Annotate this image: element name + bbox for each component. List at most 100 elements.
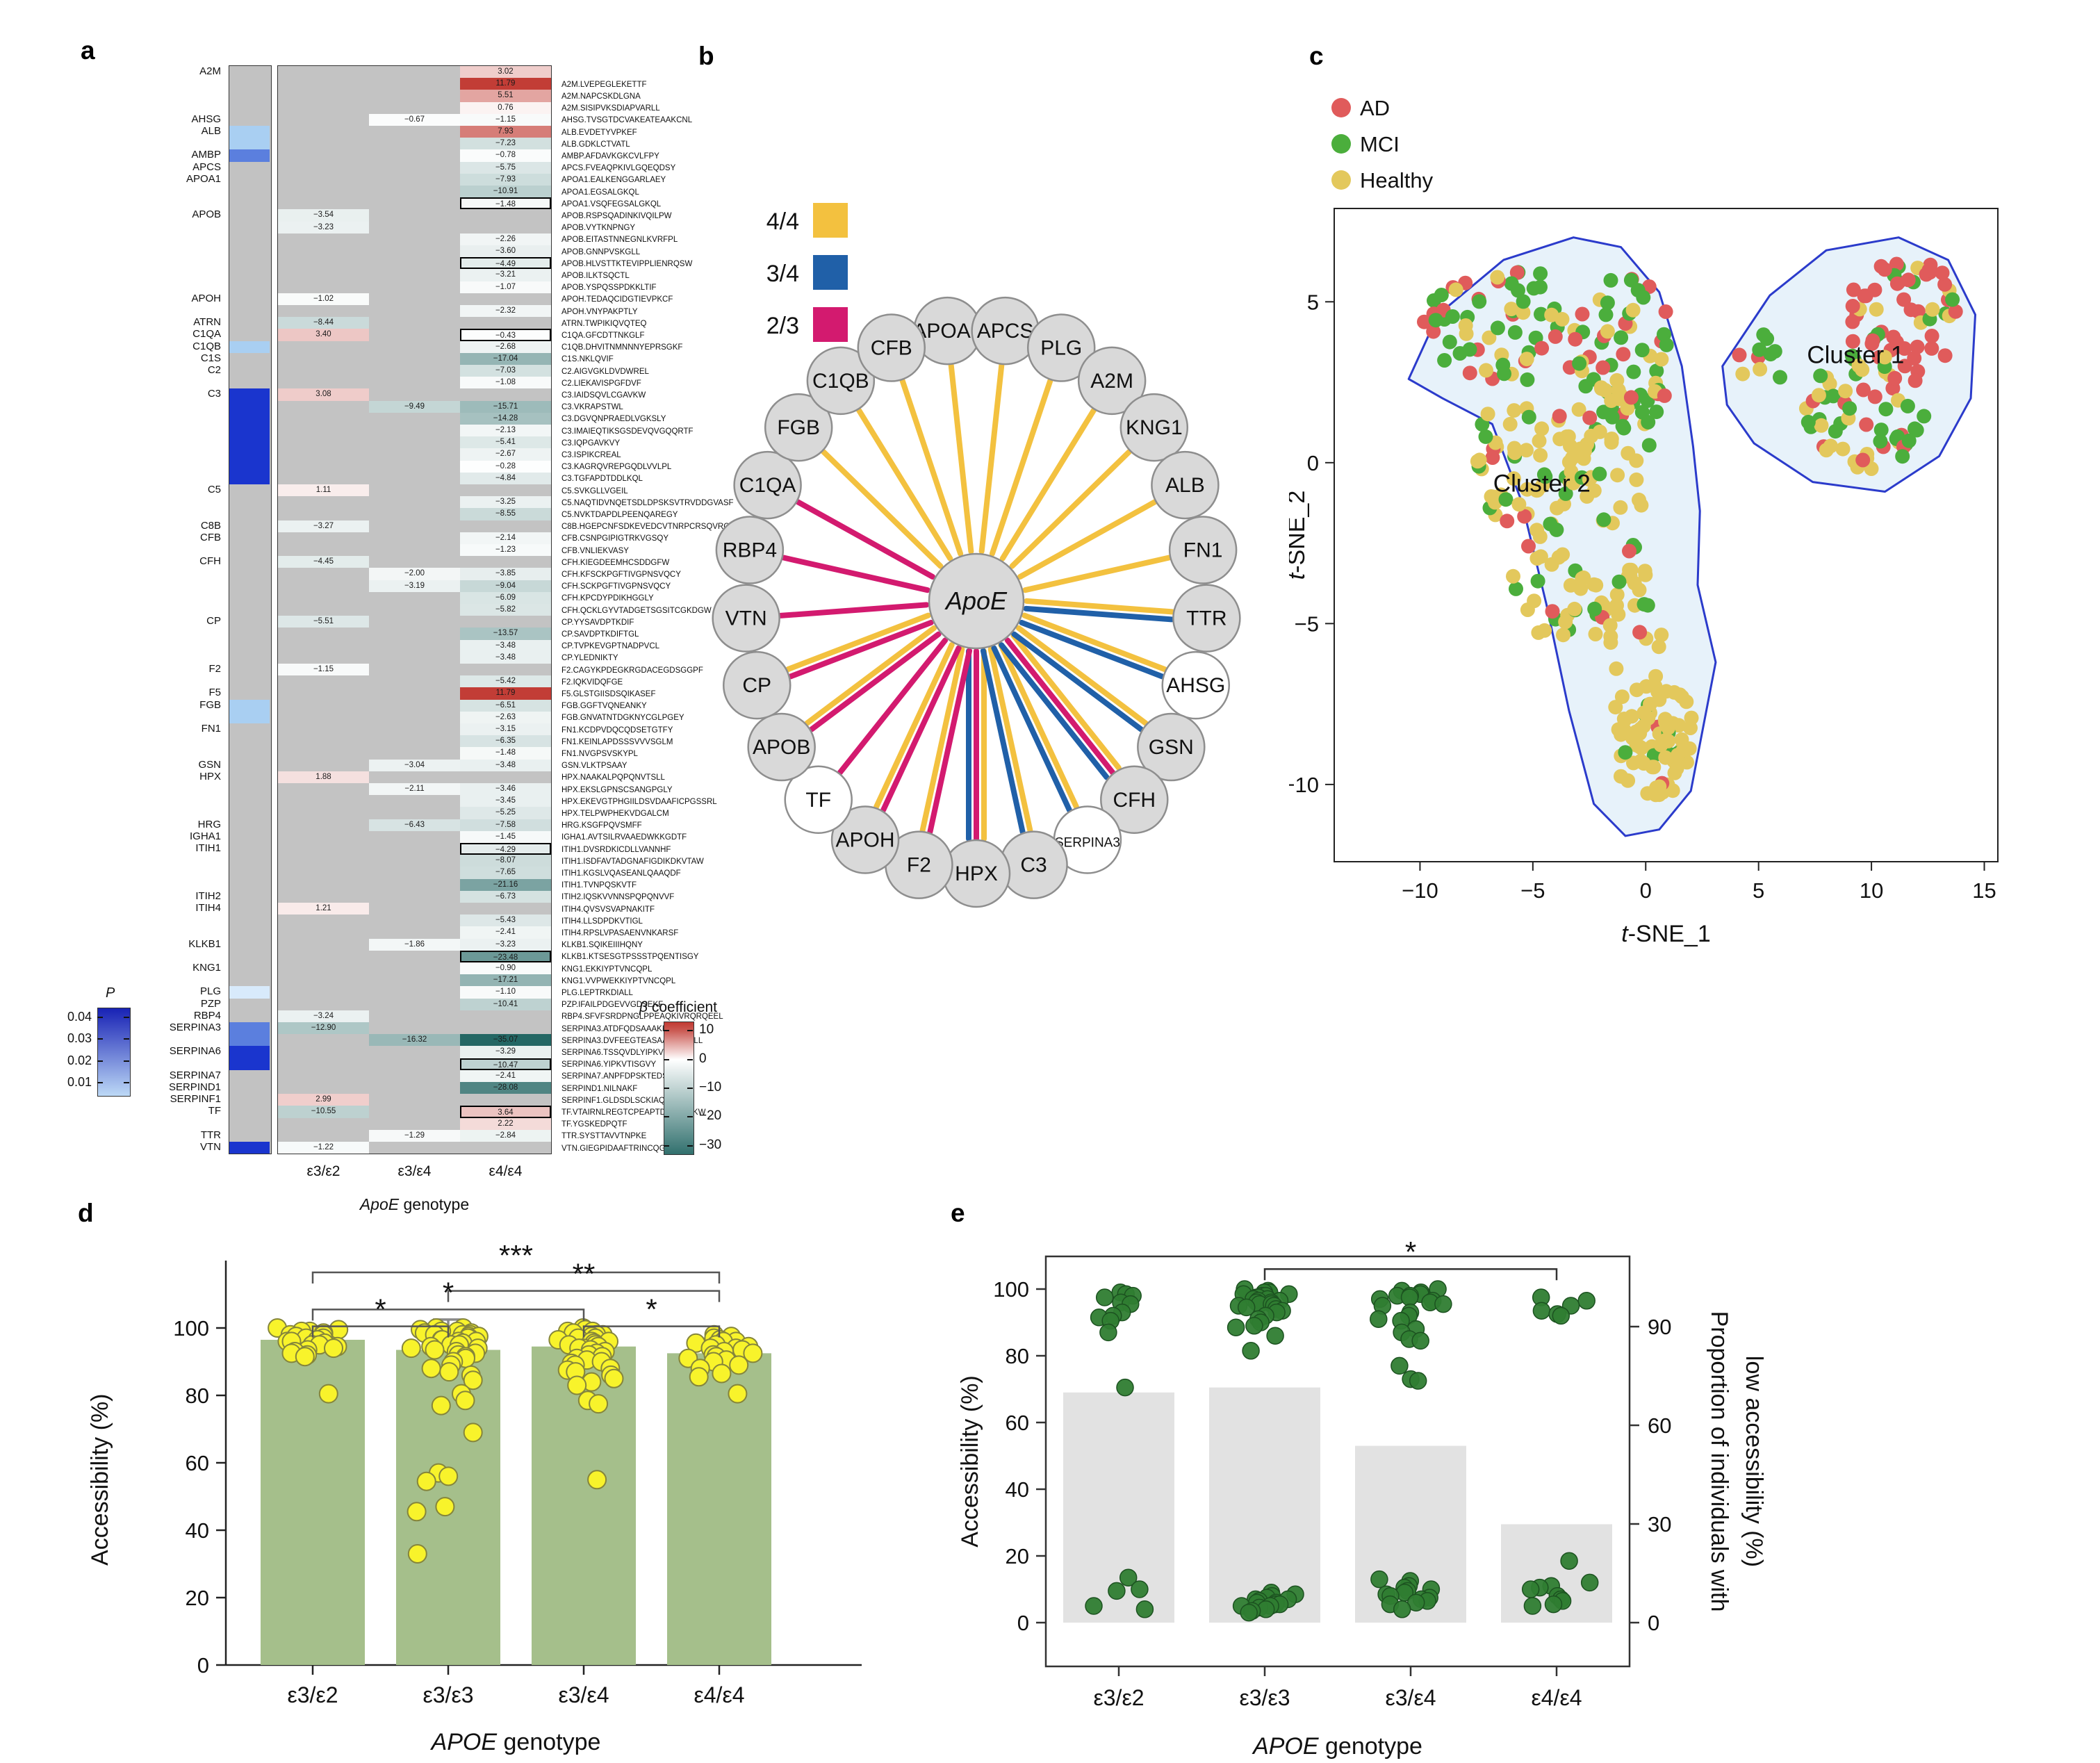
p-tick-mark	[124, 1060, 129, 1062]
scatter-point	[1889, 256, 1904, 272]
legend-swatch-3/4	[813, 255, 848, 290]
peptide-label: APOA1.VSQFEGSALGKQL	[561, 199, 662, 208]
panel-b-letter: b	[698, 42, 714, 70]
center-node-label: ApoE	[944, 587, 1008, 615]
edge-2/3	[927, 648, 973, 835]
scatter-point	[1800, 414, 1816, 429]
data-dot	[1099, 1323, 1117, 1342]
scatter-point	[1517, 509, 1532, 524]
data-dot	[401, 1338, 421, 1359]
beta-tick-mark	[664, 1116, 669, 1118]
significance-bracket	[582, 1325, 721, 1338]
network-node-GSN	[1137, 712, 1206, 782]
scatter-point	[1551, 550, 1566, 565]
peptide-label: KLKB1.SQIKEIIIHQNY	[561, 941, 643, 950]
scatter-point	[1908, 373, 1923, 388]
beta-tick-mark	[687, 1058, 693, 1060]
data-dot	[1434, 1295, 1452, 1313]
edge-4/4	[804, 625, 937, 726]
scatter-point	[1658, 304, 1673, 319]
peptide-label: APOB.ILKTSQCTL	[561, 271, 630, 280]
data-dot	[604, 1368, 624, 1388]
peptide-label: APOH.TEDAQCIDGTIEVPKCF	[561, 295, 673, 304]
scatter-point	[1472, 294, 1487, 309]
beta-cell: −9.04	[460, 580, 551, 592]
scatter-point	[1835, 441, 1851, 457]
beta-cell: 11.79	[460, 78, 551, 90]
data-dot	[1242, 1342, 1260, 1360]
p-tick-mark	[97, 1016, 103, 1018]
p-strip-cell	[229, 1022, 270, 1035]
peptide-label: HPX.EKSLGPNSCSANGPGLY	[561, 785, 673, 794]
beta-cell: 3.64	[460, 1106, 551, 1118]
right-tick-label: 30	[1648, 1512, 1671, 1536]
scatter-point	[1641, 415, 1656, 429]
beta-cell: −9.49	[369, 400, 460, 413]
network-node-C1QA	[733, 450, 802, 520]
beta-tick-mark	[664, 1088, 669, 1089]
scatter-point	[1571, 402, 1586, 417]
scatter-point	[1813, 368, 1828, 384]
scatter-point	[1638, 567, 1653, 582]
scatter-point	[1613, 500, 1628, 515]
edge-4/4	[1022, 612, 1168, 673]
scatter-point	[1602, 618, 1618, 633]
p-tick-mark	[124, 1082, 129, 1084]
beta-cell: −3.60	[460, 245, 551, 258]
peptide-label: APOB.VYTKNPNGY	[561, 224, 636, 233]
significance-bracket	[311, 1309, 585, 1321]
scatter-point	[1600, 324, 1615, 339]
scatter-point	[1654, 628, 1669, 643]
data-dot	[728, 1384, 748, 1404]
scatter-point	[1945, 292, 1960, 307]
peptide-label: ITIH1.KGSLVQASEANLQAAQDF	[561, 869, 681, 878]
scatter-point	[1897, 359, 1912, 374]
protein-label-ATRN: ATRN	[193, 316, 221, 329]
edge-4/4	[1009, 449, 1133, 569]
scatter-point	[1610, 468, 1625, 483]
significance-bracket	[447, 1290, 721, 1302]
legend-label-MCI: MCI	[1360, 132, 1400, 156]
significance-stars: ***	[499, 1239, 533, 1272]
beta-cell: −1.15	[278, 664, 369, 676]
peptide-label: FGB.GNVATNTDGKNYCGLPGEY	[561, 714, 684, 723]
scatter-point	[1669, 761, 1684, 776]
scatter-point	[1531, 625, 1546, 640]
p-strip-cell	[229, 138, 270, 150]
protein-label-VTN: VTN	[200, 1141, 221, 1153]
data-dot	[712, 1363, 732, 1384]
node-label-SERPINA3: SERPINA3	[1055, 836, 1120, 851]
x-axis-title: APOE genotype	[1252, 1733, 1422, 1760]
peptide-label: C3.ISPIKCREAL	[561, 450, 621, 459]
scatter-point	[1648, 669, 1664, 684]
genotype-column-label: ε4/ε4	[489, 1163, 523, 1180]
scatter-point	[1646, 760, 1662, 775]
peptide-label: C5.NVKTDAPDLPEENQAREGY	[561, 510, 678, 519]
x-category-label: ε3/ε2	[1093, 1685, 1144, 1710]
network-node-CFH	[1100, 765, 1169, 835]
scatter-point	[1629, 682, 1644, 698]
protein-label-C8B: C8B	[200, 519, 221, 532]
p-strip-cell	[229, 412, 270, 425]
peptide-label: CP.TVPKEVGPTNADPVCL	[561, 642, 660, 651]
x-tick-label: 5	[1753, 878, 1764, 903]
p-strip-cell	[229, 699, 270, 712]
edge-4/4	[1015, 625, 1149, 726]
scatter-point	[1458, 318, 1473, 333]
scatter-point	[1445, 309, 1460, 324]
peptide-label: F2.CAGYKPDEGKRGDACEGDSGGPF	[561, 666, 703, 675]
scatter-point	[1811, 388, 1826, 403]
data-dot	[1580, 1573, 1599, 1592]
beta-cell: −0.28	[460, 460, 551, 473]
protein-label-CFH: CFH	[199, 555, 221, 568]
scatter-point	[1877, 350, 1892, 365]
node-label-AHSG: AHSG	[1166, 674, 1225, 697]
protein-label-PLG: PLG	[199, 985, 221, 998]
edge-3/4	[1023, 605, 1175, 623]
beta-cell: 7.93	[460, 126, 551, 138]
p-strip-cell	[229, 126, 270, 138]
beta-cell: −6.73	[460, 890, 551, 903]
edge-4/4	[820, 449, 944, 569]
scatter-point	[1555, 311, 1570, 327]
y-axis-title: Accessibility (%)	[87, 1394, 113, 1566]
